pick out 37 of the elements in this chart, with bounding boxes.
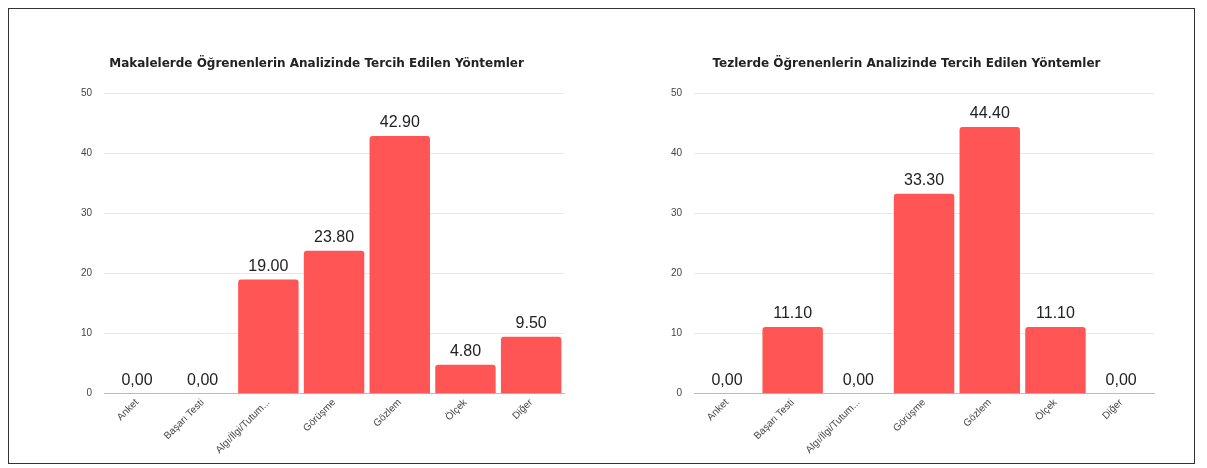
data-label: 44.40 <box>969 104 1010 122</box>
chart-title: Makalelerde Öğrenenlerin Analizinde Tercih Edilen Yöntemler <box>109 55 524 71</box>
y-tick-label: 10 <box>81 327 93 339</box>
bar <box>435 364 496 394</box>
y-tick-label: 30 <box>671 207 683 219</box>
bar <box>303 250 365 394</box>
y-tick-label: 0 <box>86 387 93 399</box>
bar <box>1025 327 1086 394</box>
bar <box>500 336 562 394</box>
data-label: 11.10 <box>1036 304 1075 322</box>
data-label: 4.80 <box>449 342 482 360</box>
data-label: 0,00 <box>1105 371 1137 389</box>
y-tick-label: 20 <box>81 267 93 279</box>
data-label: 11.10 <box>773 304 813 322</box>
bar <box>369 136 430 394</box>
data-label: 0,00 <box>842 371 875 389</box>
data-label: 23.80 <box>314 228 355 246</box>
y-tick-label: 0 <box>676 387 683 399</box>
chart-title: Tezlerde Öğrenenlerin Analizinde Tercih Edilen Yöntemler <box>712 55 1101 71</box>
y-tick-label: 20 <box>671 267 683 279</box>
bar <box>762 327 823 394</box>
y-tick-label: 40 <box>671 147 683 159</box>
data-label: 42.90 <box>379 113 420 131</box>
y-tick-label: 30 <box>81 207 93 219</box>
y-tick-label: 10 <box>671 327 683 339</box>
bar <box>959 127 1020 394</box>
data-label: 0,00 <box>187 371 219 389</box>
data-label: 33.30 <box>904 171 945 189</box>
bar <box>893 193 955 394</box>
y-tick-label: 50 <box>81 87 93 99</box>
data-label: 19.00 <box>248 256 289 274</box>
data-label: 0,00 <box>121 371 153 389</box>
data-label: 0,00 <box>711 371 743 389</box>
y-tick-label: 50 <box>671 87 683 99</box>
bar <box>238 279 299 394</box>
y-tick-label: 40 <box>81 147 93 159</box>
data-label: 9.50 <box>515 314 547 332</box>
